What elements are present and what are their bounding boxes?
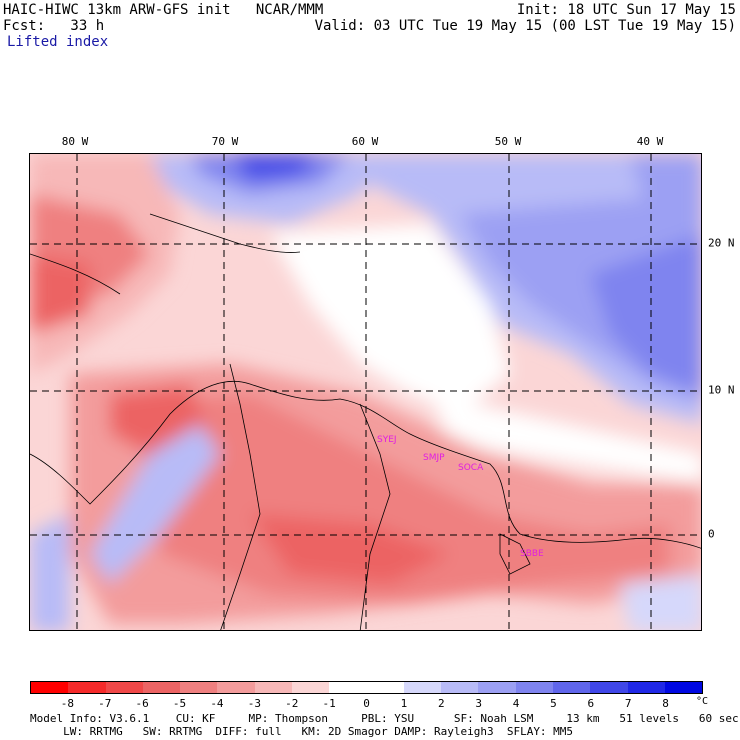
valid-time: Valid: 03 UTC Tue 19 May 15 (00 LST Tue … (314, 18, 736, 34)
colorbar-tick-label: -1 (322, 697, 336, 710)
lat-lon-grid (30, 154, 701, 630)
init-time: Init: 18 UTC Sun 17 May 15 (516, 2, 736, 18)
colorbar-tick-label: -8 (60, 697, 74, 710)
station-smjp: SMJP (423, 453, 445, 463)
colorbar-cell (590, 682, 628, 693)
colorbar-cell (515, 682, 553, 693)
colorbar-tick-label: -4 (210, 697, 224, 710)
colorbar-cell (441, 682, 479, 693)
station-syej: SYEJ (377, 435, 397, 445)
colorbar-tick-label: -3 (247, 697, 261, 710)
colorbar-cell (366, 682, 404, 693)
colorbar-cell (552, 682, 591, 693)
lon-label-80w: 80 W (61, 135, 89, 148)
colorbar (30, 681, 703, 694)
colorbar-cell (627, 682, 665, 693)
colorbar-tick-label: -5 (172, 697, 187, 710)
field-name: Lifted index (7, 34, 109, 50)
colorbar-tick-label: 3 (475, 697, 482, 710)
forecast-hour: Fcst: 33 h (3, 18, 105, 34)
colorbar-cell (329, 682, 367, 693)
colorbar-tick-label: 4 (512, 697, 520, 710)
colorbar-cell (478, 682, 516, 693)
colorbar-cell (217, 682, 255, 693)
colorbar-tick-label: 0 (363, 697, 370, 710)
lifted-index-map: SYEJ SMJP SOCA SBBE (29, 153, 702, 631)
colorbar-cell (403, 682, 442, 693)
colorbar-tick-label: 1 (400, 697, 408, 710)
colorbar-cell (31, 682, 69, 693)
model-info-line1: Model Info: V3.6.1 CU: KF MP: Thompson P… (30, 712, 739, 725)
lon-label-70w: 70 W (211, 135, 239, 148)
colorbar-cell (68, 682, 106, 693)
lon-label-60w: 60 W (351, 135, 379, 148)
station-sbbe: SBBE (520, 549, 544, 559)
colorbar-cell (291, 682, 330, 693)
colorbar-tick-label: 8 (662, 697, 669, 710)
field-shading (30, 154, 701, 630)
colorbar-unit: °C (696, 696, 709, 707)
colorbar-tick-label: 6 (587, 697, 595, 710)
model-title: HAIC-HIWC 13km ARW-GFS init NCAR/MMM (3, 2, 324, 18)
colorbar-tick-label: 5 (550, 697, 557, 710)
colorbar-tick-label: -6 (135, 697, 149, 710)
lon-label-40w: 40 W (636, 135, 664, 148)
lat-label-10n: 10 N (708, 383, 735, 397)
colorbar-tick-label: 7 (624, 697, 632, 710)
colorbar-cell (142, 682, 181, 693)
colorbar-cell (105, 682, 143, 693)
lat-label-equator: 0 (708, 527, 715, 541)
map-canvas: SYEJ SMJP SOCA SBBE (30, 154, 701, 630)
lon-label-50w: 50 W (494, 135, 522, 148)
model-info-line2: LW: RRTMG SW: RRTMG DIFF: full KM: 2D Sm… (30, 725, 574, 738)
colorbar-cell (180, 682, 218, 693)
colorbar-tick-label: -7 (98, 697, 112, 710)
coastlines (30, 213, 701, 630)
colorbar-tick-label: -2 (285, 697, 299, 710)
colorbar-tick-label: 2 (437, 697, 445, 710)
station-soca: SOCA (458, 463, 484, 473)
colorbar-cell (254, 682, 292, 693)
lat-label-20n: 20 N (708, 236, 735, 250)
colorbar-cell (664, 682, 703, 693)
